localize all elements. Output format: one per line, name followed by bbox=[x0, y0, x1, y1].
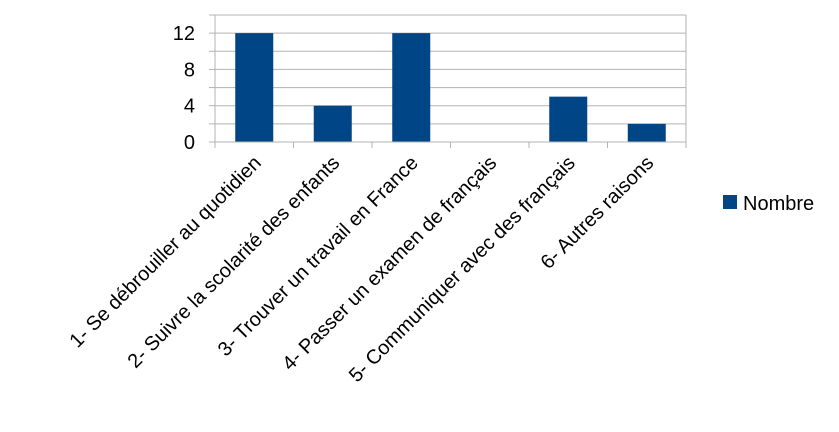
bar-6 bbox=[627, 123, 666, 142]
bar-3 bbox=[392, 33, 431, 143]
legend-swatch-nombre bbox=[723, 195, 737, 209]
legend-label-nombre: Nombre bbox=[743, 193, 814, 215]
y-tick-label: 8 bbox=[184, 59, 195, 81]
grid-lines bbox=[215, 14, 687, 142]
legend: Nombre bbox=[723, 193, 814, 215]
axes bbox=[209, 14, 687, 148]
bar-1 bbox=[235, 33, 274, 143]
y-tick-label: 4 bbox=[184, 96, 195, 118]
bars bbox=[235, 33, 666, 143]
y-tick-label: 0 bbox=[184, 132, 195, 154]
bar-5 bbox=[549, 96, 588, 142]
y-tick-label: 12 bbox=[173, 23, 195, 45]
y-tick-labels: 0 4 8 12 bbox=[173, 23, 195, 154]
bar-2 bbox=[313, 105, 352, 142]
